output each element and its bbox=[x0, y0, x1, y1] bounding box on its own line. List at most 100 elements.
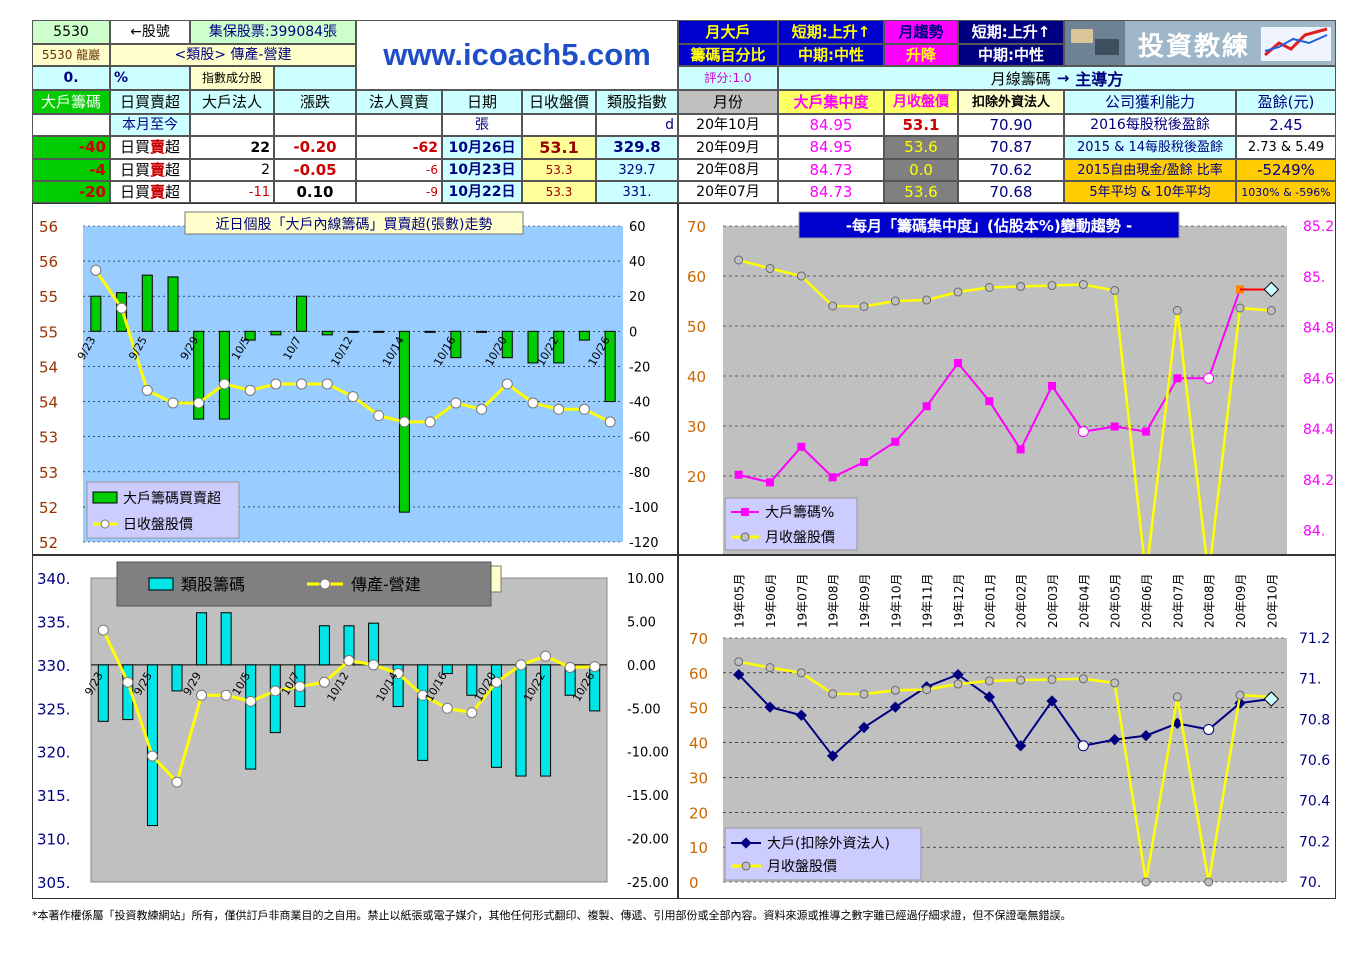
bar bbox=[167, 276, 179, 332]
col-header-daily: 日買賣超 bbox=[110, 90, 190, 114]
date-value: 10月22日 bbox=[442, 181, 522, 203]
legend-label: 月收盤股價 bbox=[767, 858, 837, 875]
left-tick-label: 70 bbox=[689, 630, 708, 648]
profit-label: 2015 & 14每股稅後盈餘 bbox=[1064, 136, 1236, 159]
col-header-date: 日期 bbox=[442, 90, 522, 114]
chart-sector: 340. 335. 330. 325. 320. 315. 310. 305. 10.00 5.0… bbox=[32, 555, 678, 899]
col-header-ex: 扣除外資法人 bbox=[958, 90, 1064, 114]
point bbox=[797, 442, 806, 451]
point bbox=[270, 378, 282, 390]
right-tick-label: 71.2 bbox=[1299, 631, 1330, 647]
bar bbox=[604, 330, 616, 403]
right-tick-label: 70.8 bbox=[1299, 712, 1330, 728]
point bbox=[146, 750, 158, 762]
category-label: 19年10月 bbox=[889, 573, 903, 628]
chart-sector-svg: 340. 335. 330. 325. 320. 315. 310. 305. 10.00 5.0… bbox=[37, 561, 669, 892]
bar bbox=[368, 622, 380, 666]
col-header-index: 類股指數 bbox=[596, 90, 678, 114]
point bbox=[922, 402, 931, 411]
point bbox=[922, 295, 932, 305]
left-tick-label: 320. bbox=[37, 744, 70, 762]
point bbox=[589, 661, 601, 673]
inst-value: -9 bbox=[356, 181, 442, 203]
col-header-inst: 法人買賣 bbox=[356, 90, 442, 114]
point bbox=[490, 676, 502, 688]
blank-cell bbox=[274, 66, 356, 90]
holding-label: 集保股票:399084張 bbox=[190, 20, 356, 44]
point bbox=[167, 397, 179, 409]
col-header-hold: 大戶法人 bbox=[190, 90, 274, 114]
point bbox=[540, 650, 552, 662]
point bbox=[1015, 740, 1027, 752]
left-tick-label: 54 bbox=[39, 358, 58, 376]
left-tick-label: 50 bbox=[689, 700, 708, 718]
category-label: 19年11月 bbox=[921, 573, 935, 628]
point bbox=[1235, 690, 1245, 700]
daily-label-part: 賣 bbox=[149, 160, 165, 179]
big-chip-value: -40 bbox=[32, 136, 110, 159]
site-link[interactable]: www.icoach5.com bbox=[383, 37, 651, 72]
category-label: 20年10月 bbox=[1265, 573, 1279, 628]
right-tick-label: 84.2 bbox=[1303, 473, 1334, 489]
right-tick-label: 0.00 bbox=[627, 659, 656, 674]
col-header-profit: 公司獲利能力 bbox=[1064, 90, 1236, 114]
left-tick-label: 60 bbox=[687, 268, 706, 286]
point bbox=[828, 301, 838, 311]
point bbox=[515, 659, 527, 671]
left-tick-label: 56 bbox=[39, 253, 58, 271]
right-tick-label: -40 bbox=[629, 396, 650, 411]
mclose-cell: 53.6 bbox=[884, 136, 958, 159]
bar bbox=[466, 664, 478, 696]
legend-swatch bbox=[92, 491, 118, 504]
ex-cell: 70.87 bbox=[958, 136, 1064, 159]
mid-term-2: 中期:中性 bbox=[958, 44, 1064, 66]
point bbox=[1235, 303, 1245, 313]
right-tick-label: -10.00 bbox=[627, 746, 669, 761]
point bbox=[985, 397, 994, 406]
category-label: 20年03月 bbox=[1046, 573, 1060, 628]
legend-label: 大戶(扣除外資法人) bbox=[767, 836, 890, 852]
point bbox=[1172, 306, 1182, 315]
legend-label: 傳產-營建 bbox=[351, 575, 421, 594]
legend-label: 大戶籌碼買賣超 bbox=[123, 491, 221, 507]
bar bbox=[540, 664, 552, 777]
legend-label: 日收盤股價 bbox=[123, 516, 193, 533]
point bbox=[347, 391, 359, 403]
chart-title: 近日個股「大戶內線籌碼」買賣超(張數)走勢 bbox=[216, 217, 493, 233]
left-tick-label: 315. bbox=[37, 787, 70, 805]
daily-label-part: 超 bbox=[165, 138, 181, 156]
profit-value: 1030% & -596% bbox=[1236, 181, 1336, 203]
logo-graphic bbox=[1065, 21, 1331, 65]
conc-cell: 84.95 bbox=[778, 114, 884, 136]
point bbox=[1110, 422, 1119, 431]
bar bbox=[244, 330, 256, 341]
bar bbox=[553, 330, 565, 364]
legend-label: 大戶籌碼% bbox=[765, 505, 834, 521]
score: 評分:1.0 bbox=[678, 66, 778, 90]
point bbox=[984, 283, 994, 292]
bar bbox=[501, 330, 513, 359]
point bbox=[796, 668, 806, 678]
point bbox=[1263, 281, 1280, 298]
right-tick-label: -15.00 bbox=[627, 789, 669, 804]
index-value: 331. bbox=[596, 181, 678, 203]
point bbox=[1266, 306, 1276, 315]
point bbox=[604, 416, 616, 428]
close-value: 53.3 bbox=[522, 181, 596, 203]
point bbox=[1263, 691, 1280, 707]
point bbox=[889, 701, 901, 713]
bar bbox=[490, 664, 502, 768]
category-label: 19年07月 bbox=[795, 573, 809, 628]
daily-label-part: 日買 bbox=[119, 138, 150, 156]
index-value: 329.7 bbox=[596, 159, 678, 181]
right-tick-label: -20.00 bbox=[627, 833, 669, 848]
left-tick-label: 40 bbox=[687, 368, 706, 386]
chart-monthly-conc-svg: 70 60 50 40 30 20 85.2 85. 84.8 84.6 84.4 84.2 84. -每… bbox=[687, 211, 1334, 554]
right-tick-label: 85. bbox=[1303, 270, 1325, 286]
point bbox=[734, 657, 744, 667]
index-member: 指數成分股 bbox=[190, 66, 274, 90]
stock-code: 5530 bbox=[32, 20, 110, 44]
point bbox=[318, 676, 330, 688]
point bbox=[343, 655, 355, 667]
copyright-footer: *本著作權係屬「投資教練網站」所有，僅供訂戶非商業目的之自用。禁止以紙張或電子媒… bbox=[32, 909, 1072, 922]
